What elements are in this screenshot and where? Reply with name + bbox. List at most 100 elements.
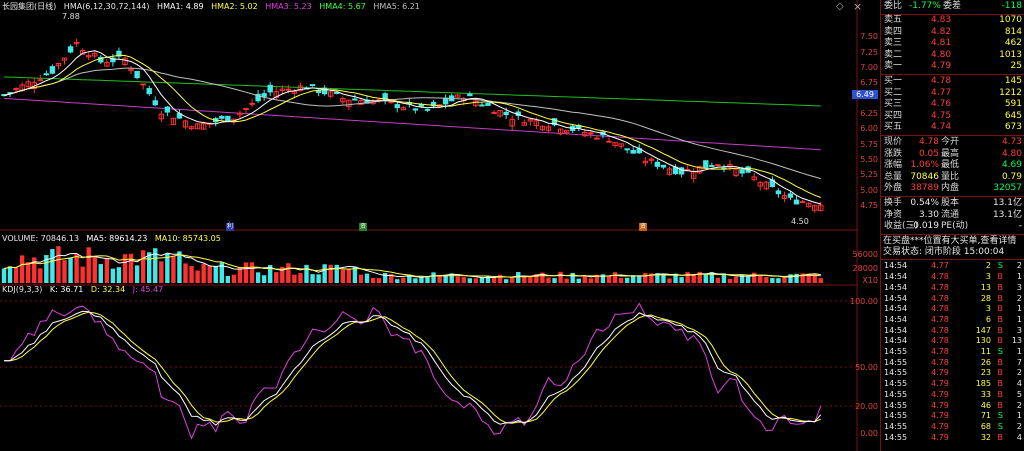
ask-label: 卖三 xyxy=(884,38,903,49)
diamond-icon[interactable]: ◇ xyxy=(836,1,844,12)
bid-price: 4.76 xyxy=(931,99,952,110)
tick-side: S xyxy=(997,347,1003,356)
volume-bar xyxy=(225,275,231,283)
candle-body xyxy=(787,193,794,198)
volume-bar xyxy=(183,263,188,283)
volume-bar xyxy=(812,273,817,283)
bid-row[interactable]: 买五 4.74 673 xyxy=(881,122,1024,133)
volume-bar xyxy=(631,275,636,283)
ask-label: 卖一 xyxy=(884,61,903,72)
volume-bar xyxy=(219,262,224,283)
tick-row: 14:54 4.77 2 S 2 xyxy=(881,261,1024,271)
ask-row[interactable]: 卖五 4.83 1070 xyxy=(881,15,1024,26)
tick-time: 14:54 xyxy=(884,304,908,314)
volume-ma10-line xyxy=(3,254,821,278)
volume-bar xyxy=(727,279,733,283)
volume-bar xyxy=(171,255,176,283)
volume-bar xyxy=(661,273,666,283)
ask-price: 4.82 xyxy=(931,26,952,37)
volume-bar xyxy=(413,278,418,283)
candle-body xyxy=(249,102,255,105)
bid-row[interactable]: 买三 4.76 591 xyxy=(881,99,1024,110)
ask-row[interactable]: 卖三 4.81 462 xyxy=(881,38,1024,49)
stat-value: 13.1亿 xyxy=(992,209,1022,220)
separator xyxy=(881,14,1024,15)
volume-bar xyxy=(316,274,321,283)
tick-side: S xyxy=(997,411,1003,421)
tick-volume: 6 xyxy=(985,314,991,324)
candle-body xyxy=(297,85,304,92)
ask-volume: 1070 xyxy=(999,15,1022,25)
chart-area[interactable]: 长园集团(日线) HMA(6,12,30,72,144) HMA1: 4.89 … xyxy=(0,0,880,451)
tick-time: 14:55 xyxy=(884,357,908,367)
ask-volume: 462 xyxy=(1004,38,1022,49)
ask-volume: 25 xyxy=(1010,61,1022,72)
tick-volume: 68 xyxy=(980,421,991,431)
volume-bar xyxy=(739,274,745,283)
volume-bar xyxy=(13,267,19,283)
price-tick: 4.75 xyxy=(860,201,878,210)
volume-bar xyxy=(461,276,466,283)
tick-price: 4.79 xyxy=(931,389,949,399)
stat-value: 4.78 xyxy=(918,137,939,147)
tick-price: 4.78 xyxy=(931,347,949,356)
tick-price: 4.78 xyxy=(931,282,949,292)
bid-row[interactable]: 买四 4.75 645 xyxy=(881,111,1024,122)
volume-bar xyxy=(594,274,600,283)
tick-time: 14:55 xyxy=(884,368,908,378)
separator xyxy=(881,196,1024,197)
tick-count: 2 xyxy=(1016,421,1022,431)
event-marker[interactable]: 资 xyxy=(359,223,367,231)
tick-volume: 130 xyxy=(975,336,991,346)
volume-bar xyxy=(800,273,805,283)
candle-body xyxy=(200,123,207,130)
separator xyxy=(881,259,1024,261)
close-icon[interactable]: × xyxy=(853,0,863,13)
tick-count: 3 xyxy=(1016,325,1022,335)
notice-bar[interactable]: 在买盘***位置有大买单,查看详情 xyxy=(883,235,1017,246)
ask-row[interactable]: 卖一 4.79 25 xyxy=(881,61,1024,72)
kline-chart[interactable] xyxy=(0,0,880,451)
tick-volume: 2 xyxy=(985,261,991,271)
candle-body xyxy=(509,118,515,127)
kdj-tick: 100.00 xyxy=(850,297,878,306)
tick-side: B xyxy=(997,336,1004,346)
event-marker[interactable]: 资 xyxy=(639,223,647,231)
stat-value: 0.54% xyxy=(910,198,939,208)
tick-price: 4.77 xyxy=(931,261,949,271)
stat-value: - xyxy=(1018,221,1022,232)
candle-body xyxy=(485,102,491,106)
volume-bar xyxy=(140,250,146,283)
ask-row[interactable]: 卖二 4.80 1013 xyxy=(881,50,1024,61)
event-marker[interactable]: 利 xyxy=(226,223,234,231)
tick-side: S xyxy=(997,421,1003,431)
tick-volume: 11 xyxy=(980,347,991,356)
tick-price: 4.78 xyxy=(931,304,949,314)
bid-label: 买五 xyxy=(884,122,903,133)
volume-bar xyxy=(794,273,799,283)
tick-side: B xyxy=(997,293,1004,303)
candle-body xyxy=(285,88,292,91)
bid-row[interactable]: 买一 4.78 145 xyxy=(881,76,1024,87)
bid-row[interactable]: 买二 4.77 1212 xyxy=(881,88,1024,99)
candle-body xyxy=(733,168,739,177)
volume-bar xyxy=(38,268,43,283)
weibi-label: 委比 xyxy=(884,1,903,11)
candle-body xyxy=(334,92,340,95)
bid-price: 4.74 xyxy=(931,122,952,133)
tick-count: 7 xyxy=(1016,357,1022,367)
volume-bar xyxy=(237,267,243,283)
tick-side: B xyxy=(997,272,1004,282)
volume-bar xyxy=(92,256,97,283)
candle-body xyxy=(104,62,110,67)
volume-bar xyxy=(582,276,587,283)
price-tick: 5.75 xyxy=(860,140,878,149)
tick-volume: 185 xyxy=(975,379,991,389)
volume-bar xyxy=(255,272,261,283)
tick-count: 2 xyxy=(1016,261,1022,271)
kdj-d-line xyxy=(4,311,821,424)
ask-row[interactable]: 卖四 4.82 814 xyxy=(881,27,1024,38)
candle-body xyxy=(128,68,134,72)
candle-body xyxy=(43,73,50,76)
price-tick: 5.25 xyxy=(860,170,878,179)
